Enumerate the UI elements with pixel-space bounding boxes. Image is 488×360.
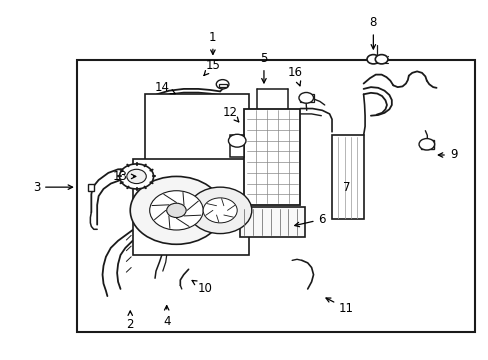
Text: 12: 12 [222, 105, 238, 122]
Circle shape [418, 139, 434, 150]
Bar [132, 158, 249, 255]
Bar [239, 207, 305, 237]
Circle shape [119, 164, 153, 189]
Bar [88, 184, 94, 191]
Text: 5: 5 [260, 52, 267, 83]
Text: 13: 13 [113, 170, 136, 183]
Text: 2: 2 [126, 311, 134, 331]
Bar [77, 60, 474, 332]
Bar [144, 94, 249, 160]
Bar [218, 84, 226, 87]
Text: 14: 14 [154, 81, 175, 94]
Circle shape [216, 80, 228, 89]
Circle shape [374, 55, 387, 64]
Text: 6: 6 [294, 213, 325, 227]
Text: 7: 7 [342, 181, 349, 194]
Text: 1: 1 [209, 31, 216, 54]
Circle shape [228, 134, 245, 147]
Circle shape [298, 93, 313, 103]
Text: 9: 9 [437, 148, 456, 162]
Bar [331, 135, 363, 219]
Text: 4: 4 [163, 306, 170, 328]
Circle shape [126, 169, 146, 184]
Circle shape [203, 198, 237, 223]
Circle shape [130, 176, 222, 244]
Bar [300, 94, 313, 102]
Text: 3: 3 [33, 181, 72, 194]
Bar [420, 140, 433, 149]
Text: 10: 10 [192, 280, 213, 296]
Circle shape [149, 191, 203, 230]
Bar [372, 56, 387, 63]
Text: 8: 8 [369, 16, 376, 49]
Circle shape [188, 187, 251, 234]
Bar [229, 135, 244, 157]
Bar [244, 109, 300, 205]
Circle shape [166, 203, 186, 217]
Text: 16: 16 [287, 66, 303, 86]
Text: 15: 15 [203, 59, 220, 76]
Text: 11: 11 [325, 298, 353, 315]
Circle shape [366, 55, 379, 64]
